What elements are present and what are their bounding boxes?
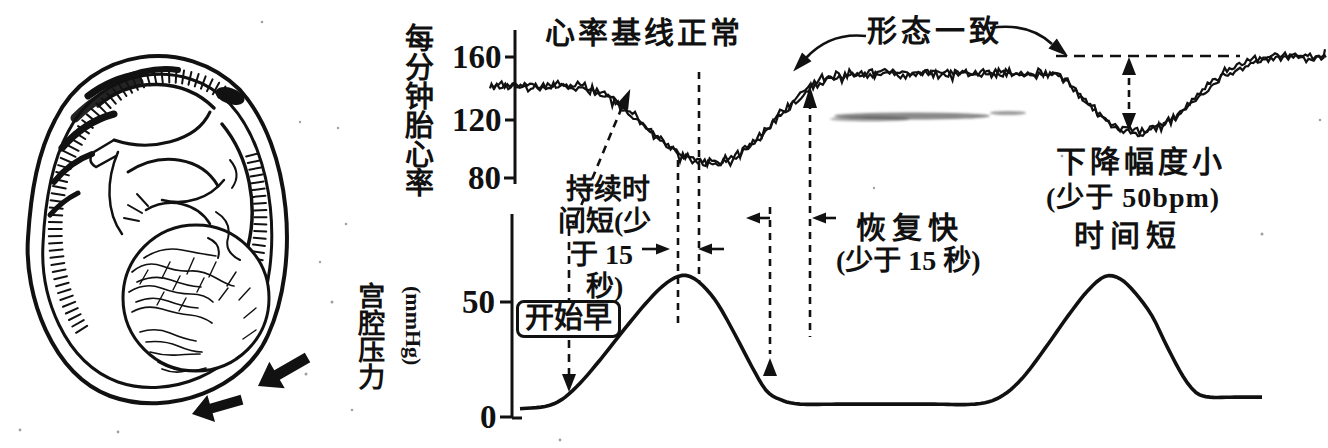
fhr-axis: [504, 30, 515, 184]
fhr-tick-80: 80: [468, 161, 501, 196]
pressure-tick-50: 50: [462, 285, 495, 320]
placenta-dark-mass: [50, 69, 247, 215]
fhr-tick-120: 120: [452, 103, 502, 138]
left-arrowhead: [812, 213, 826, 224]
annotation-recovery-line2: (少于 15 秒): [836, 246, 981, 275]
scan-smudge: [830, 111, 1026, 121]
up-arrowhead: [763, 358, 777, 376]
annotation-duration-line1: 持续时: [566, 175, 650, 204]
fhr-tick-160: 160: [452, 40, 502, 75]
annotation-onset-early: 开始早: [516, 300, 621, 338]
pressure-trace: [520, 275, 1262, 408]
pressure-tick-0: 0: [480, 400, 497, 435]
annotation-recovery-line1: 恢复快: [856, 212, 964, 244]
left-arrowhead: [746, 213, 760, 224]
fhr-axis-label: 每分钟胎心率: [401, 23, 431, 197]
down-right-arrowhead: [1048, 39, 1072, 62]
annotation-dip-line3: 时间短: [1074, 220, 1182, 252]
right-arrowhead: [656, 244, 670, 255]
annotation-duration-line2: 间短(少: [558, 207, 651, 236]
up-arrowhead: [1122, 57, 1136, 75]
early-deceleration-figure: 每分钟胎心率 160 120 80 宫腔压力 (mmHg) 50 0 心率基线正…: [0, 0, 1328, 448]
annotation-baseline-normal: 心率基线正常: [545, 17, 743, 49]
curved-arrow-left: [806, 35, 866, 58]
annotation-dip-line1: 下降幅度小: [1056, 146, 1226, 178]
pressure-axis-label: 宫腔压力: [355, 282, 383, 390]
pressure-axis-unit: (mmHg): [402, 286, 425, 365]
annotation-dip-line2: (少于 50bpm): [1046, 183, 1220, 212]
down-left-arrow-icon: [188, 386, 246, 427]
annotation-duration-line3: 于 15: [570, 240, 633, 269]
annotation-shape-consistent: 形态一致: [867, 15, 1003, 47]
fetus-in-uterus-illustration: [28, 56, 316, 427]
annotation-duration-line4: 秒): [586, 272, 623, 301]
